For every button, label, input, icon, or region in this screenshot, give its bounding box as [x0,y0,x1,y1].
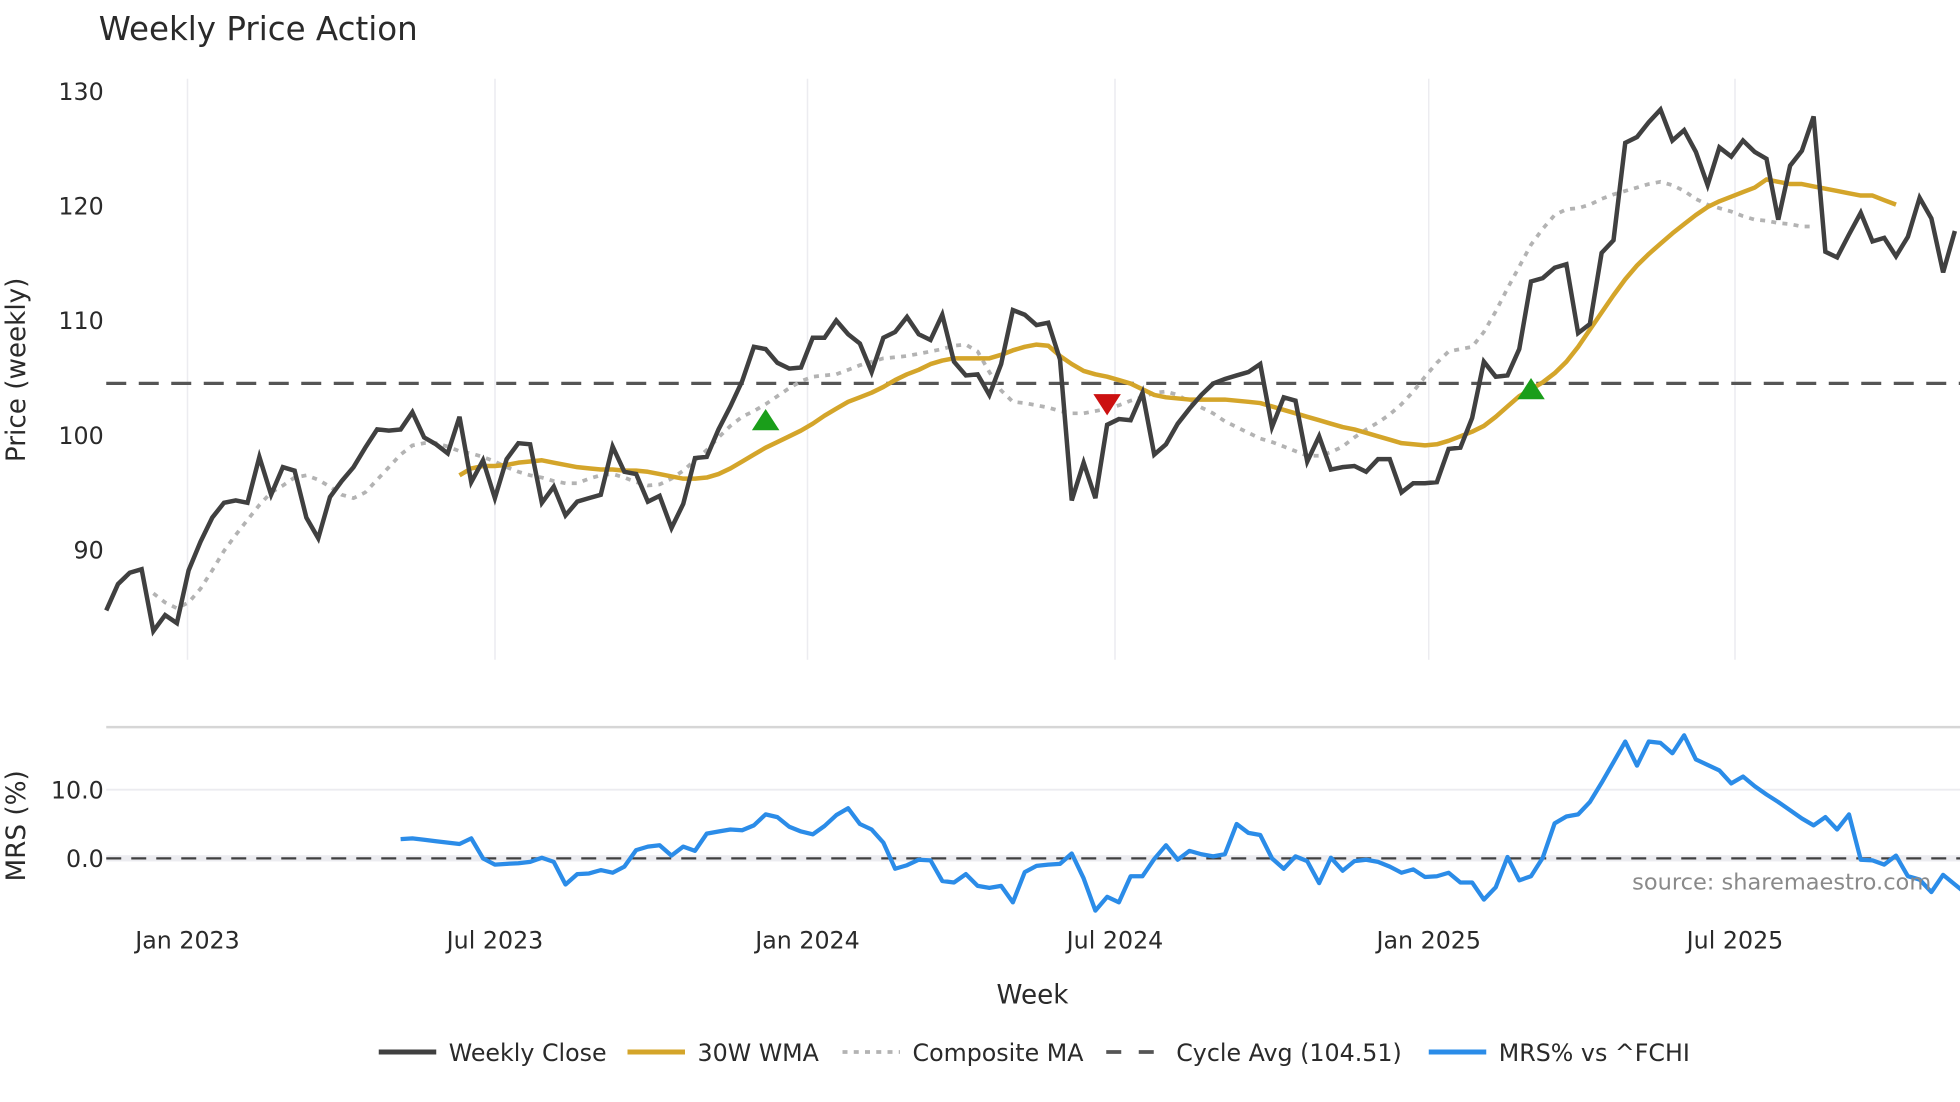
legend-label-mrs: MRS% vs ^FCHI [1499,1039,1690,1067]
mrs-y-axis-label: MRS (%) [2,770,32,881]
x-tick-label: Jul 2025 [1685,926,1784,954]
x-tick-label: Jan 2025 [1374,926,1481,954]
price-y-tick: 120 [58,193,103,221]
legend: Weekly Close 30W WMA Composite MA Cycle Avg… [378,1039,1690,1067]
x-axis-label: Week [997,980,1070,1010]
legend-label-wma: 30W WMA [698,1039,820,1067]
price-y-axis: 90 100 110 120 130 [58,78,103,565]
mrs-grid [106,788,1960,862]
x-tick-label: Jul 2024 [1065,926,1164,954]
legend-label-close: Weekly Close [449,1039,607,1067]
price-y-tick: 130 [58,78,103,106]
mrs-line [400,733,1960,913]
legend-label-composite: Composite MA [913,1039,1085,1067]
price-y-axis-label: Price (weekly) [2,278,32,463]
chart-title: Weekly Price Action [99,10,418,48]
mrs-y-axis: 10.0 0.0 [51,776,104,873]
mrs-y-tick: 0.0 [66,845,104,873]
weekly-close-line [104,105,1958,637]
x-tick-label: Jan 2024 [753,926,860,954]
wma-30w-line [458,177,1897,481]
price-grid [186,78,1736,660]
price-y-tick: 100 [58,422,103,450]
x-tick-label: Jan 2023 [133,926,240,954]
x-tick-label: Jul 2023 [445,926,544,954]
x-axis: Jan 2023 Jul 2023 Jan 2024 Jul 2024 Jan 2025… [133,926,1783,954]
composite-ma-line [152,179,1814,611]
mrs-y-tick: 10.0 [51,776,104,804]
buy-signal-triangle-up-icon [1517,378,1545,400]
price-y-tick: 90 [74,537,104,565]
source-watermark: source: sharemaestro.com [1632,870,1931,896]
price-y-tick: 110 [58,307,103,335]
sell-signal-triangle-down-icon [1093,394,1121,416]
legend-label-cycle: Cycle Avg (104.51) [1176,1039,1402,1067]
signal-markers [751,378,1545,431]
buy-signal-triangle-up-icon [751,408,780,431]
